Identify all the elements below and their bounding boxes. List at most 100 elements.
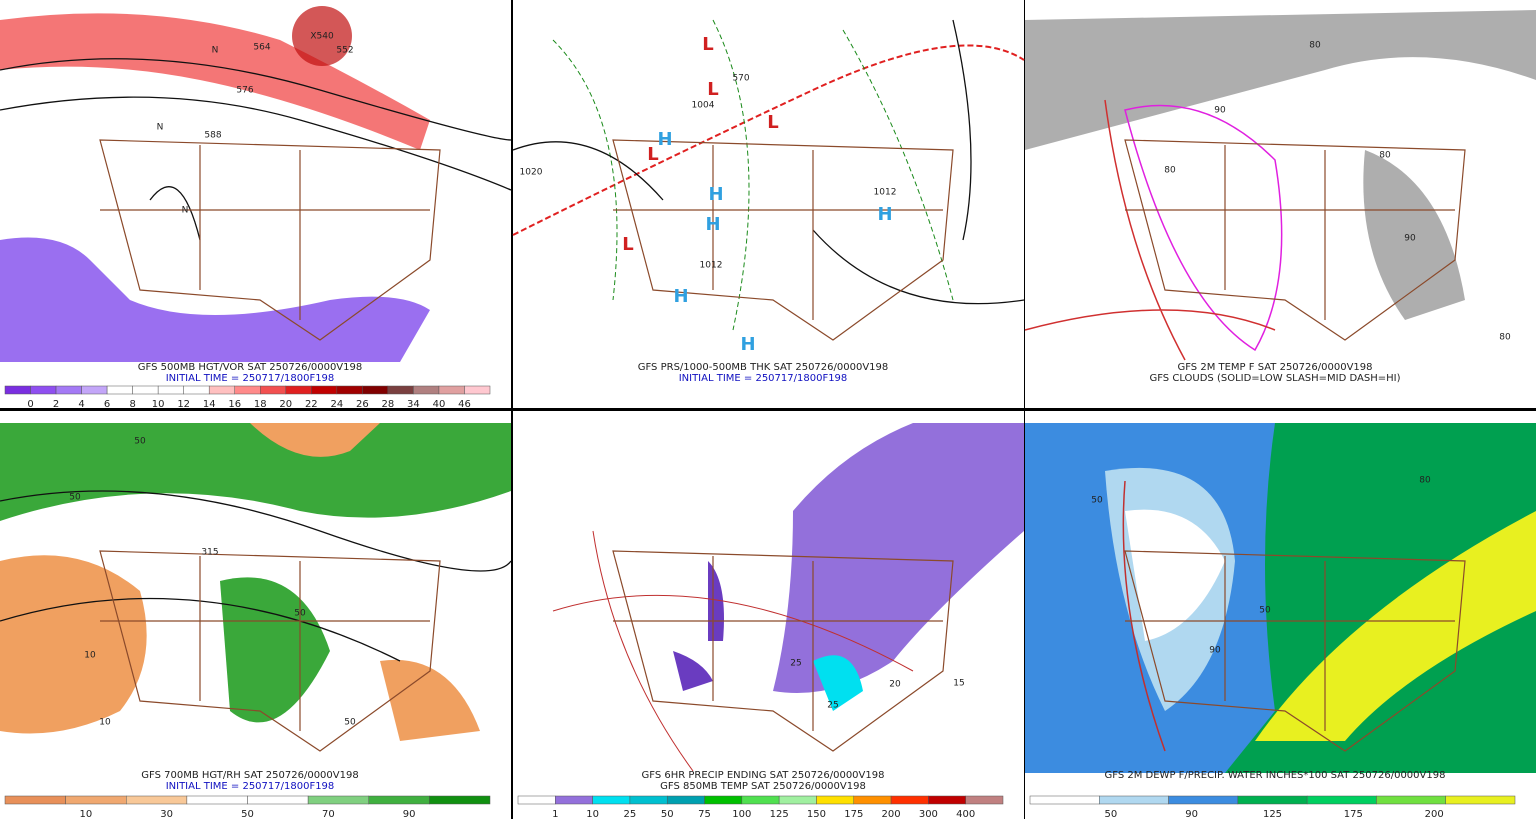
colorbar-swatch	[816, 795, 855, 805]
caption: GFS 700MB HGT/RH SAT 250726/0000V198	[141, 770, 358, 781]
colorbar-swatch	[4, 795, 66, 805]
map-label: L	[622, 234, 633, 255]
map-label: H	[708, 184, 723, 205]
map-label: 1012	[700, 261, 723, 271]
colorbar-swatch	[438, 385, 465, 395]
map-label: 564	[253, 43, 270, 53]
colorbar-label: 40	[433, 399, 446, 410]
map-label: 1020	[520, 168, 543, 178]
panel-map	[1024, 0, 1536, 408]
map-label: 25	[790, 659, 801, 669]
map-label: 50	[1259, 606, 1271, 616]
caption: GFS 2M DEWP F/PRECIP. WATER INCHES*100 S…	[1105, 770, 1446, 781]
colorbar-swatch	[260, 385, 287, 395]
colorbar-swatch	[362, 385, 389, 395]
colorbar-swatch	[183, 385, 210, 395]
colorbar-label: 34	[407, 399, 420, 410]
map-label: L	[707, 79, 718, 100]
caption: GFS PRS/1000-500MB THK SAT 250726/0000V1…	[638, 362, 889, 373]
map-label: 80	[1499, 333, 1511, 343]
caption: GFS 6HR PRECIP ENDING SAT 250726/0000V19…	[642, 770, 885, 781]
colorbar-label: 18	[254, 399, 267, 410]
colorbar-label: 175	[1344, 809, 1363, 819]
map-label: 10	[99, 718, 111, 728]
colorbar-label: 100	[732, 809, 751, 819]
colorbar-swatch	[157, 385, 184, 395]
colorbar-swatch	[464, 385, 491, 395]
map-label: 576	[236, 86, 253, 96]
colorbar-swatch	[106, 385, 133, 395]
map-label: 80	[1309, 41, 1321, 51]
map-label: H	[673, 286, 688, 307]
colorbar-label: 14	[203, 399, 216, 410]
map-label: H	[877, 204, 892, 225]
map-label: N	[212, 46, 219, 56]
map-label: X540	[310, 32, 334, 42]
colorbar-label: 28	[382, 399, 395, 410]
colorbar-swatch	[186, 795, 248, 805]
caption: INITIAL TIME = 250717/1800F198	[679, 373, 848, 384]
map-label: 80	[1379, 151, 1391, 161]
colorbar-swatch	[1376, 795, 1446, 805]
colorbar-label: 200	[1425, 809, 1444, 819]
colorbar-swatch	[30, 385, 57, 395]
colorbar-swatch	[778, 795, 817, 805]
map-label: 315	[201, 548, 218, 558]
colorbar-swatch	[55, 385, 82, 395]
colorbar-label: 8	[129, 399, 135, 410]
map-label: L	[767, 112, 778, 133]
map-label: 90	[1404, 234, 1416, 244]
colorbar-swatch	[413, 385, 440, 395]
colorbar-swatch	[65, 795, 127, 805]
panel-map	[1025, 411, 1536, 819]
panel-map	[513, 411, 1024, 819]
colorbar-label: 200	[882, 809, 901, 819]
colorbar-swatch	[429, 795, 491, 805]
map-label: 1012	[874, 188, 897, 198]
colorbar-label: 24	[330, 399, 343, 410]
map-label: H	[740, 334, 755, 355]
caption: GFS 2M TEMP F SAT 250726/0000V198	[1177, 362, 1372, 373]
colorbar-label: 26	[356, 399, 369, 410]
map-label: 50	[344, 718, 356, 728]
colorbar-swatch	[81, 385, 108, 395]
colorbar-swatch	[234, 385, 261, 395]
map-label: 50	[294, 609, 306, 619]
colorbar-label: 70	[322, 809, 335, 819]
colorbar-label: 125	[770, 809, 789, 819]
colorbar-swatch	[1445, 795, 1516, 805]
colorbar-swatch	[336, 385, 363, 395]
caption: GFS 500MB HGT/VOR SAT 250726/0000V198	[138, 362, 362, 373]
map-label: 80	[1419, 476, 1431, 486]
colorbar-label: 10	[79, 809, 92, 819]
colorbar-swatch	[555, 795, 593, 805]
map-label: 15	[953, 679, 964, 689]
colorbar-swatch	[1306, 795, 1377, 805]
colorbar-label: 30	[160, 809, 173, 819]
colorbar-label: 4	[78, 399, 84, 410]
map-label: 588	[204, 131, 221, 141]
colorbar-swatch	[1168, 795, 1239, 805]
colorbar-swatch	[965, 795, 1004, 805]
colorbar-swatch	[247, 795, 309, 805]
map-label: L	[647, 144, 658, 165]
colorbar-label: 1	[552, 809, 558, 819]
colorbar-swatch	[126, 795, 188, 805]
colorbar-swatch	[741, 795, 780, 805]
map-label: 20	[889, 680, 901, 690]
colorbar-swatch	[368, 795, 430, 805]
colorbar-swatch	[1237, 795, 1308, 805]
panel-map	[512, 0, 1025, 408]
map-label: 80	[1164, 166, 1176, 176]
colorbar-swatch	[285, 385, 312, 395]
colorbar-swatch	[629, 795, 668, 805]
colorbar-label: 46	[458, 399, 471, 410]
panel-map	[0, 0, 512, 408]
colorbar-label: 50	[661, 809, 674, 819]
colorbar-swatch	[1029, 795, 1100, 805]
map-label: 25	[827, 701, 838, 711]
colorbar-label: 175	[844, 809, 863, 819]
colorbar-label: 16	[228, 399, 241, 410]
